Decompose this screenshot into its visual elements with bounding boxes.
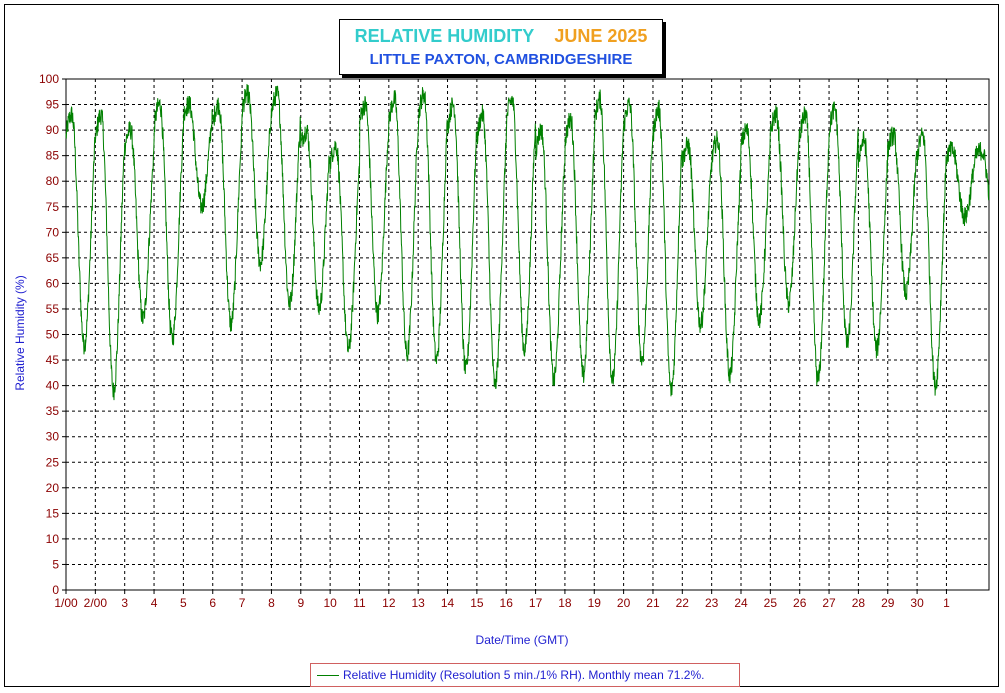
- x-tick-label: 12: [382, 596, 396, 610]
- x-tick-label: 11: [353, 596, 366, 610]
- humidity-series-line: [65, 83, 990, 401]
- chart-subtitle: LITTLE PAXTON, CAMBRIDGESHIRE: [369, 51, 633, 68]
- x-tick-label: 3: [121, 596, 128, 610]
- y-tick-label: 90: [46, 123, 60, 137]
- x-tick-label: 27: [822, 596, 836, 610]
- x-tick-label: 8: [268, 596, 275, 610]
- x-tick-label: 25: [764, 596, 778, 610]
- y-tick-label: 80: [46, 174, 60, 188]
- x-tick-label: 15: [470, 596, 484, 610]
- x-tick-label: 26: [793, 596, 807, 610]
- chart-title-period: JUNE 2025: [554, 26, 648, 46]
- legend-swatch: [317, 675, 339, 676]
- y-tick-label: 20: [46, 481, 60, 495]
- x-tick-label: 28: [852, 596, 866, 610]
- x-tick-label: 1/00: [54, 596, 78, 610]
- x-tick-label: 6: [209, 596, 216, 610]
- y-tick-label: 95: [46, 98, 60, 112]
- y-tick-label: 50: [46, 328, 60, 342]
- y-tick-label: 100: [39, 72, 59, 86]
- x-tick-label: 22: [676, 596, 690, 610]
- x-tick-label: 5: [180, 596, 187, 610]
- y-tick-label: 0: [52, 583, 59, 597]
- legend-label: Relative Humidity (Resolution 5 min./1% …: [343, 668, 705, 682]
- y-tick-label: 85: [46, 149, 60, 163]
- x-tick-label: 29: [881, 596, 895, 610]
- x-tick-label: 19: [588, 596, 602, 610]
- grid: [66, 79, 989, 590]
- x-tick-label: 1: [943, 596, 950, 610]
- x-tick-label: 23: [705, 596, 719, 610]
- y-axis-title: Relative Humidity (%): [13, 275, 27, 390]
- x-tick-label: 4: [151, 596, 158, 610]
- y-axis: 0 5 10 15 20 25 30 35 40 45 50 55 60 65 70 75 80 85 90 95 10…: [39, 72, 66, 597]
- x-tick-label: 17: [529, 596, 543, 610]
- y-tick-label: 15: [46, 506, 60, 520]
- x-tick-label: 30: [910, 596, 924, 610]
- x-tick-label: 14: [441, 596, 455, 610]
- legend: Relative Humidity (Resolution 5 min./1% …: [310, 663, 740, 687]
- x-tick-label: 16: [500, 596, 514, 610]
- x-axis-title: Date/Time (GMT): [476, 633, 569, 647]
- x-tick-label: 18: [558, 596, 572, 610]
- chart-title: RELATIVE HUMIDITY JUNE 2025: [340, 26, 662, 47]
- y-tick-label: 55: [46, 302, 60, 316]
- y-tick-label: 30: [46, 430, 60, 444]
- x-tick-label: 24: [734, 596, 748, 610]
- x-tick-label: 20: [617, 596, 631, 610]
- y-tick-label: 45: [46, 353, 60, 367]
- x-tick-label: 21: [646, 596, 660, 610]
- y-tick-label: 5: [52, 557, 59, 571]
- x-tick-label: 9: [297, 596, 304, 610]
- y-tick-label: 70: [46, 225, 60, 239]
- y-tick-label: 40: [46, 379, 60, 393]
- y-tick-label: 60: [46, 276, 60, 290]
- y-tick-label: 25: [46, 455, 60, 469]
- y-tick-label: 10: [46, 532, 60, 546]
- x-tick-label: 13: [411, 596, 425, 610]
- y-tick-label: 35: [46, 404, 60, 418]
- x-tick-label: 2/00: [84, 596, 108, 610]
- x-axis: 1/00 2/00 3 4 5 6 7 8 9 10 11 12 13 14 15 16 17 18 19 20 21 2…: [54, 590, 950, 610]
- chart-title-variable: RELATIVE HUMIDITY: [354, 26, 535, 46]
- x-tick-label: 7: [239, 596, 246, 610]
- y-tick-label: 65: [46, 251, 60, 265]
- chart-title-box: RELATIVE HUMIDITY JUNE 2025 LITTLE PAXTO…: [339, 19, 663, 75]
- x-tick-label: 10: [323, 596, 337, 610]
- y-tick-label: 75: [46, 200, 60, 214]
